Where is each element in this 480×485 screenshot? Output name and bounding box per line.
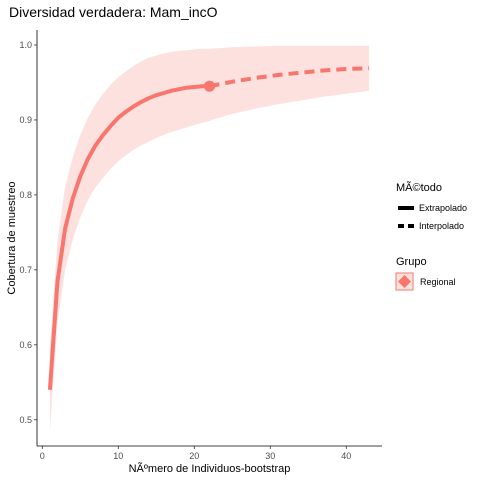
y-tick-label: 1.0 <box>19 40 32 50</box>
series-line-layer <box>47 66 370 390</box>
y-axis-title: Cobertura de muestreo <box>6 181 18 294</box>
x-tick-label: 10 <box>113 451 123 461</box>
legend-key-regional-diamond <box>398 275 411 288</box>
confidence-band-extrapolado <box>209 45 370 121</box>
x-tick-label: 20 <box>189 451 199 461</box>
series-line-extrapolado <box>209 66 370 89</box>
y-axis-ticks: 0.5 0.6 0.7 0.8 0.9 1.0 <box>19 40 37 425</box>
y-tick-label: 0.5 <box>19 415 32 425</box>
confidence-band-interpolado <box>49 48 210 431</box>
y-tick-label: 0.6 <box>19 340 32 350</box>
y-tick-label: 0.7 <box>19 265 32 275</box>
observed-point-layer <box>204 80 215 92</box>
series-line-interpolado <box>47 84 210 390</box>
confidence-band-layer <box>49 45 370 431</box>
x-tick-label: 40 <box>341 451 351 461</box>
observed-point <box>204 80 215 92</box>
legend: MÃ©todo Extrapolado Interpolado Grupo Re… <box>395 181 467 291</box>
y-tick-label: 0.8 <box>19 190 32 200</box>
legend-item-regional: Regional <box>395 272 456 291</box>
x-axis-title: NÃºmero de Individuos-bootstrap <box>129 462 291 475</box>
legend-item-extrapolado: Extrapolado <box>398 203 467 213</box>
x-tick-label: 30 <box>265 451 275 461</box>
legend-item-interpolado: Interpolado <box>398 221 464 231</box>
legend-method-title: MÃ©todo <box>396 181 442 194</box>
plot-area <box>47 45 370 431</box>
legend-label-extrapolado: Extrapolado <box>419 203 467 213</box>
legend-label-interpolado: Interpolado <box>419 221 464 231</box>
chart-title: Diversidad verdadera: Mam_incO <box>9 4 218 20</box>
y-tick-label: 0.9 <box>19 115 32 125</box>
x-axis-ticks: 0 10 20 30 40 <box>40 446 351 461</box>
x-tick-label: 0 <box>40 451 45 461</box>
legend-label-regional: Regional <box>420 277 456 287</box>
legend-group-title: Grupo <box>396 256 427 268</box>
